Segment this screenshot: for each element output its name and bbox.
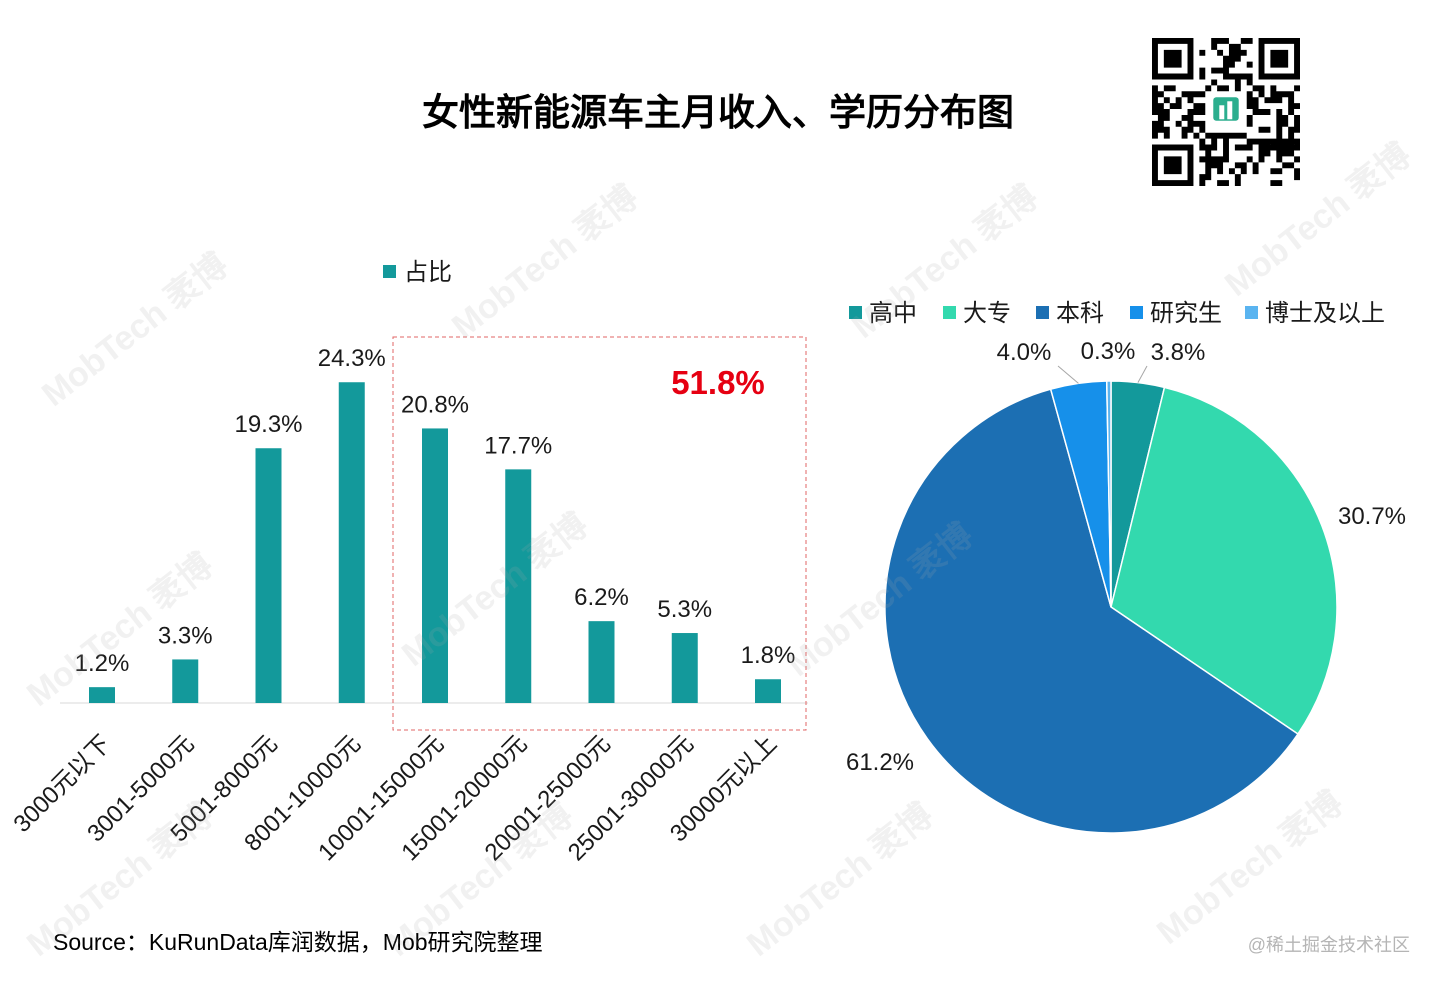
pie-slices bbox=[884, 380, 1338, 834]
qr-modules bbox=[1152, 38, 1300, 186]
pie-value-label: 4.0% bbox=[997, 339, 1052, 366]
pie-value-label: 0.3% bbox=[1081, 338, 1136, 365]
bar-series: 1.2%3000元以下3.3%3001-5000元19.3%5001-8000元… bbox=[8, 345, 795, 866]
pie-legend-swatch bbox=[1130, 306, 1143, 319]
pie-value-label: 61.2% bbox=[846, 749, 914, 776]
bar bbox=[338, 382, 365, 703]
pie-legend: 高中 大专 本科 研究生 博士及以上 bbox=[849, 300, 1385, 327]
bar bbox=[172, 659, 199, 703]
bar-value-label: 3.3% bbox=[158, 622, 213, 649]
pie-leader-line bbox=[1057, 365, 1079, 384]
pie-legend-label: 高中 bbox=[869, 300, 917, 327]
page-title: 女性新能源车主月收入、学历分布图 bbox=[422, 92, 1014, 133]
pie-legend-swatch bbox=[849, 306, 862, 319]
pie-leader-lines bbox=[1057, 365, 1148, 384]
bar-value-label: 5.3% bbox=[657, 596, 712, 623]
bar-value-label: 17.7% bbox=[484, 432, 552, 459]
bar bbox=[505, 469, 532, 703]
highlight-label: 51.8% bbox=[671, 364, 765, 401]
pie-legend-swatch bbox=[1245, 306, 1258, 319]
bar bbox=[755, 679, 781, 703]
pie-value-label: 30.7% bbox=[1338, 503, 1406, 530]
pie-legend-swatch bbox=[943, 306, 956, 319]
bar-legend-swatch bbox=[383, 265, 396, 278]
source-note: Source：KuRunData库润数据，Mob研究院整理 bbox=[53, 929, 543, 955]
pie-legend-label: 大专 bbox=[963, 300, 1011, 327]
pie-legend-label: 本科 bbox=[1056, 300, 1104, 327]
qr-code bbox=[1152, 38, 1300, 186]
pie-legend-swatch bbox=[1036, 306, 1049, 319]
pie-leader-line bbox=[1137, 365, 1148, 383]
qr-logo-bar bbox=[1219, 105, 1225, 120]
pie-legend-label: 博士及以上 bbox=[1265, 300, 1385, 327]
bar bbox=[89, 687, 115, 703]
bar bbox=[588, 621, 615, 703]
qr-logo-bar bbox=[1227, 101, 1233, 120]
pie-slice bbox=[1105, 380, 1112, 608]
pie-labels: 3.8% 30.7% 61.2% 4.0% 0.3% bbox=[846, 338, 1406, 776]
pie-slice bbox=[884, 388, 1299, 834]
pie-legend-label: 研究生 bbox=[1150, 300, 1222, 327]
highlight-box bbox=[392, 336, 807, 731]
bar-value-label: 24.3% bbox=[318, 345, 386, 372]
pie-value-label: 3.8% bbox=[1151, 339, 1206, 366]
bar-value-label: 1.2% bbox=[75, 650, 130, 677]
pie-slice bbox=[1110, 386, 1338, 736]
bar bbox=[255, 448, 282, 703]
bar-legend-label: 占比 bbox=[404, 259, 452, 286]
bar-value-label: 1.8% bbox=[741, 642, 796, 669]
credit-watermark: @稀土掘金技术社区 bbox=[1247, 935, 1410, 955]
bar-value-label: 6.2% bbox=[574, 584, 629, 611]
income-bar-chart: 占比 1.2%3000元以下3.3%3001-5000元19.3%5001-80… bbox=[8, 259, 808, 866]
bar bbox=[422, 428, 448, 703]
bar bbox=[671, 633, 698, 703]
bar-value-label: 19.3% bbox=[234, 411, 302, 438]
education-pie-chart: 高中 大专 本科 研究生 博士及以上 3.8% 30.7% 61.2% 4.0% 0.3% bbox=[846, 300, 1406, 834]
bar-value-label: 20.8% bbox=[401, 391, 469, 418]
